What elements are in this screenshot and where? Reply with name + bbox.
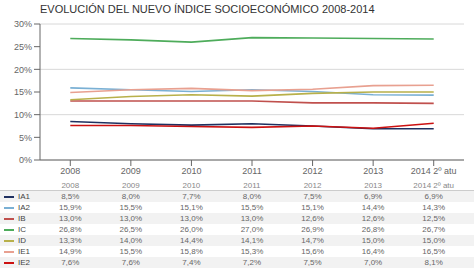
svg-text:2009: 2009 <box>121 166 141 176</box>
html-text:15,9%: 15,9% <box>58 203 82 212</box>
html-text:2009: 2009 <box>121 181 140 190</box>
svg-text:30%: 30% <box>14 19 32 29</box>
html-text:26,9%: 26,9% <box>301 225 324 234</box>
html-text:7,5%: 7,5% <box>303 192 322 201</box>
svg-text:15%: 15% <box>14 87 32 97</box>
html-text:27,0%: 27,0% <box>240 225 264 234</box>
html-text:6,9%: 6,9% <box>424 192 443 201</box>
svg-text:25%: 25% <box>14 42 32 52</box>
html-text:2011: 2011 <box>243 181 261 190</box>
html-text:IB: IB <box>18 214 26 223</box>
html-text:7,0%: 7,0% <box>364 258 383 267</box>
html-text:14,7%: 14,7% <box>301 236 324 245</box>
html-text:15,6%: 15,6% <box>301 247 324 256</box>
html-text:14,4%: 14,4% <box>180 236 203 245</box>
html-text:13,0%: 13,0% <box>58 214 82 223</box>
svg-text:10%: 10% <box>14 110 32 120</box>
svg-text:5%: 5% <box>19 133 32 143</box>
html-text:15,1%: 15,1% <box>301 203 324 212</box>
html-text:IA2: IA2 <box>18 203 30 212</box>
html-text:14,3%: 14,3% <box>422 203 445 212</box>
svg-text:2008: 2008 <box>60 166 80 176</box>
html-text:13,0%: 13,0% <box>240 214 264 223</box>
svg-text:0%: 0% <box>19 155 32 165</box>
html-text:16,4%: 16,4% <box>361 247 385 256</box>
html-text:13,0%: 13,0% <box>180 214 203 223</box>
html-text:14,0%: 14,0% <box>119 236 143 245</box>
html-text:15,5%: 15,5% <box>119 203 143 212</box>
html-text:ID: ID <box>18 236 26 245</box>
html-text:6,9%: 6,9% <box>364 192 383 201</box>
html-text:26,5%: 26,5% <box>119 225 143 234</box>
html-text:26,8%: 26,8% <box>361 225 385 234</box>
svg-text:20%: 20% <box>14 65 32 75</box>
html-text:8,1%: 8,1% <box>424 258 443 267</box>
html-text:IE1: IE1 <box>18 247 30 256</box>
html-text:14,4%: 14,4% <box>361 203 385 212</box>
html-text:7,5%: 7,5% <box>303 258 322 267</box>
svg-text:2012: 2012 <box>303 166 323 176</box>
html-text:7,6%: 7,6% <box>121 258 140 267</box>
html-text:15,0%: 15,0% <box>361 236 385 245</box>
html-text:8,0%: 8,0% <box>121 192 140 201</box>
html-text:13,0%: 13,0% <box>119 214 143 223</box>
html-text:12,5%: 12,5% <box>422 214 445 223</box>
html-text:15,1%: 15,1% <box>180 203 203 212</box>
html-text:7,2%: 7,2% <box>242 258 262 267</box>
html-text:12,6%: 12,6% <box>301 214 324 223</box>
svg-text:2013: 2013 <box>363 166 383 176</box>
html-text:IC: IC <box>18 225 26 234</box>
html-text:IE2: IE2 <box>18 258 30 267</box>
html-text:7,4%: 7,4% <box>182 258 201 267</box>
html-text:15,3%: 15,3% <box>240 247 264 256</box>
html-text:7,6%: 7,6% <box>61 258 80 267</box>
html-text:26,0%: 26,0% <box>180 225 203 234</box>
html-text:8,0%: 8,0% <box>242 192 262 201</box>
html-text:14,9%: 14,9% <box>58 247 82 256</box>
html-text:26,7%: 26,7% <box>422 225 445 234</box>
html-text:8,5%: 8,5% <box>61 192 80 201</box>
html-text:2008: 2008 <box>61 181 80 190</box>
html-text:13,3%: 13,3% <box>58 236 82 245</box>
html-text:2013: 2013 <box>364 181 382 190</box>
html-text:16,5%: 16,5% <box>422 247 445 256</box>
html-text:12,6%: 12,6% <box>361 214 385 223</box>
html-text:15,8%: 15,8% <box>180 247 203 256</box>
html-text:2014 2º atu: 2014 2º atu <box>413 181 454 190</box>
html-text:EVOLUCIÓN DEL NUEVO ÍNDICE SOC: EVOLUCIÓN DEL NUEVO ÍNDICE SOCIOECONÓMIC… <box>40 3 375 15</box>
html-text:26,8%: 26,8% <box>58 225 82 234</box>
html-text:7,7%: 7,7% <box>182 192 201 201</box>
html-text:IA1: IA1 <box>18 192 30 201</box>
svg-text:2010: 2010 <box>181 166 201 176</box>
svg-text:2011: 2011 <box>242 166 261 176</box>
svg-text:2014 2º atu: 2014 2º atu <box>411 166 457 176</box>
html-text:2010: 2010 <box>182 181 201 190</box>
html-text:15,5%: 15,5% <box>119 247 143 256</box>
html-text:15,5%: 15,5% <box>240 203 264 212</box>
html-text:2012: 2012 <box>303 181 322 190</box>
html-text:15,0%: 15,0% <box>422 236 445 245</box>
html-text:14,1%: 14,1% <box>240 236 264 245</box>
